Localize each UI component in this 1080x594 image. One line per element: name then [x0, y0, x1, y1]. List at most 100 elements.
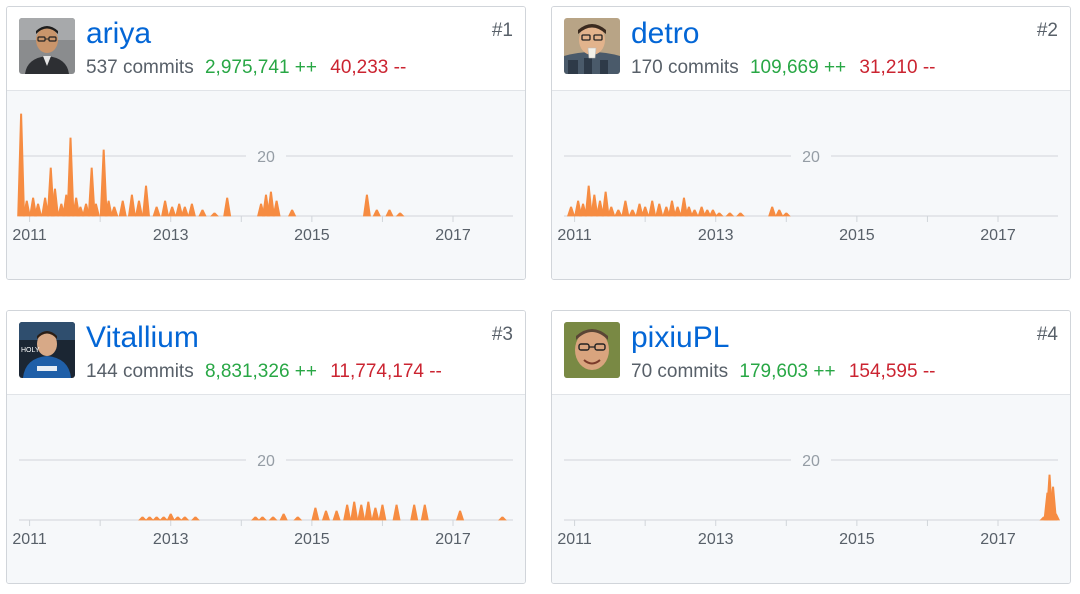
activity-spike: [118, 200, 127, 217]
activity-spike: [684, 206, 693, 217]
activity-spike: [82, 203, 91, 217]
avatar[interactable]: [564, 322, 620, 378]
activity-spike: [456, 510, 465, 521]
activity-spike: [175, 203, 184, 217]
activity-spike: [99, 149, 108, 217]
additions-count: 2,975,741 ++: [204, 57, 317, 78]
activity-spike: [371, 507, 380, 521]
activity-spike: [159, 516, 169, 521]
activity-spike: [110, 206, 119, 217]
activity-spike: [51, 188, 59, 217]
activity-spike: [311, 507, 320, 521]
commit-area: [138, 501, 507, 521]
contributor-header: pixiuPL 70 commits 179,603 ++ 154,595 --…: [552, 311, 1070, 395]
activity-spike: [395, 212, 405, 217]
activity-spike: [293, 516, 303, 521]
person-smiling-avatar: [564, 322, 620, 378]
deletions-count: 154,595 --: [848, 361, 936, 382]
username-link[interactable]: detro: [631, 17, 700, 50]
x-tick-label: 2017: [435, 531, 471, 548]
commit-area: [1039, 474, 1061, 521]
commit-activity-svg: 20 2011 2013 2015 2017: [12, 113, 513, 244]
contributor-header: detro 170 commits 109,669 ++ 31,210 -- #…: [552, 7, 1070, 91]
activity-spike: [332, 510, 341, 521]
x-tick-label: 2013: [698, 227, 734, 244]
x-tick-label: 2017: [980, 531, 1016, 548]
commit-count[interactable]: 144 commits: [86, 361, 194, 382]
commit-area: [17, 113, 405, 217]
username-link[interactable]: Vitallium: [86, 321, 199, 354]
activity-spike: [357, 504, 366, 521]
activity-spike: [579, 203, 588, 217]
username-link[interactable]: pixiuPL: [631, 321, 730, 354]
gridline-label: 20: [802, 453, 820, 470]
contribution-stats: 537 commits 2,975,741 ++ 40,233 --: [86, 56, 406, 80]
activity-spike: [768, 206, 777, 217]
x-tick-label: 2013: [153, 531, 189, 548]
gridline-label: 20: [257, 149, 275, 166]
contributor-header: HOLY Vitallium 144 commits 8,831,326 ++ …: [7, 311, 525, 395]
commit-activity-svg: 20 2011 2013 2015 2017: [12, 453, 513, 548]
activity-spike: [272, 200, 281, 217]
commit-count[interactable]: 70 commits: [631, 361, 729, 382]
activity-spike: [350, 501, 359, 521]
activity-spike: [735, 212, 745, 217]
activity-spike: [584, 185, 593, 217]
activity-spike: [34, 203, 43, 217]
deletions-count: 40,233 --: [330, 57, 407, 78]
activity-spike: [392, 504, 401, 521]
activity-spike: [104, 200, 113, 217]
x-tick-label: 2017: [435, 227, 471, 244]
x-tick-label: 2015: [294, 531, 330, 548]
activity-spike: [161, 200, 170, 217]
activity-spike: [497, 516, 507, 521]
username-link[interactable]: ariya: [86, 17, 152, 50]
gridline-label: 20: [257, 453, 275, 470]
activity-spike: [725, 212, 735, 217]
activity-spike: [607, 206, 616, 217]
activity-spike: [410, 504, 419, 521]
activity-spike: [378, 504, 387, 521]
contributor-header: ariya 537 commits 2,975,741 ++ 40,233 --…: [7, 7, 525, 91]
activity-spike: [166, 513, 175, 521]
person-hoodie-avatar: HOLY: [19, 322, 75, 378]
rank-badge: #4: [1036, 324, 1058, 345]
activity-spike: [152, 206, 161, 217]
x-tick-label: 2015: [294, 227, 330, 244]
activity-spike: [168, 206, 177, 217]
activity-spike: [614, 209, 623, 217]
x-tick-label: 2011: [12, 531, 47, 548]
deletions-count: 11,774,174 --: [330, 361, 442, 382]
contributor-card-1: ariya 537 commits 2,975,741 ++ 40,233 --…: [6, 6, 526, 280]
activity-spike: [210, 212, 219, 217]
activity-spike: [190, 516, 200, 521]
activity-spike: [22, 200, 31, 217]
activity-spike: [662, 206, 671, 217]
activity-spike: [601, 191, 610, 217]
commit-activity-svg: 20 2011 2013 2015 2017: [557, 149, 1058, 244]
activity-spike: [690, 209, 699, 217]
deletions-count: 31,210 --: [859, 57, 936, 78]
commit-count[interactable]: 537 commits: [86, 57, 194, 78]
activity-spike: [17, 113, 26, 217]
avatar[interactable]: HOLY: [19, 322, 75, 378]
x-tick-label: 2011: [557, 531, 592, 548]
commit-count[interactable]: 170 commits: [631, 57, 739, 78]
commit-activity-chart: 20 2011 2013 2015 2017: [552, 91, 1070, 279]
activity-spike: [1051, 513, 1061, 521]
activity-spike: [173, 516, 183, 521]
activity-spike: [268, 516, 278, 521]
avatar[interactable]: [19, 18, 75, 74]
activity-spike: [91, 203, 100, 217]
contributor-card-2: detro 170 commits 109,669 ++ 31,210 -- #…: [551, 6, 1071, 280]
x-tick-label: 2015: [839, 227, 875, 244]
activity-spike: [781, 212, 791, 217]
activity-spike: [673, 206, 682, 217]
activity-spike: [343, 504, 352, 521]
activity-spike: [648, 200, 657, 217]
activity-spike: [567, 206, 576, 217]
activity-spike: [223, 197, 232, 217]
avatar[interactable]: [564, 18, 620, 74]
activity-spike: [703, 209, 712, 217]
rank-badge: #3: [491, 324, 513, 345]
